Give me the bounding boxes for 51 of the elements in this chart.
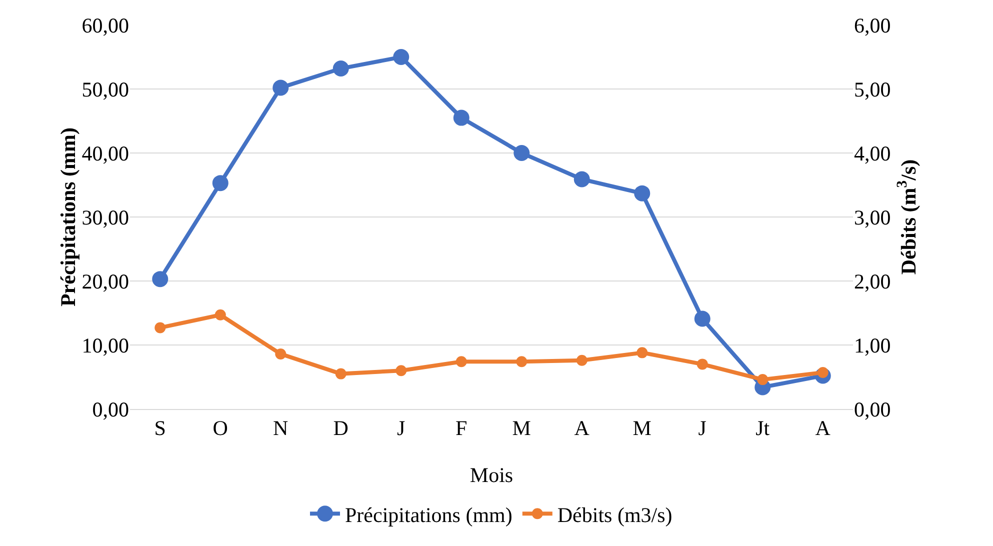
point [514,145,530,161]
y-tick-label: 50,00 [82,77,129,102]
x-tick-label: A [815,416,832,440]
x-axis-title: Mois [470,463,514,487]
x-tick-label: O [212,416,228,440]
y-tick-label: 0,00 [92,397,129,422]
point [332,60,349,77]
point [214,309,226,320]
y-tick-label: 30,00 [82,205,129,230]
point [576,354,588,366]
point [275,348,286,360]
y-tick-label: 40,00 [82,141,129,166]
y2-tick-label: 4,00 [854,141,891,166]
x-tick-label: Jt [756,416,770,440]
x-tick-label: J [397,416,406,440]
x-tick-label: J [698,416,706,440]
y-tick-label: 10,00 [82,333,129,358]
x-tick-label: S [154,416,166,440]
y-tick-label: 60,00 [82,13,129,38]
y-axis-title: Précipitations (mm) [56,127,80,307]
point [272,80,289,96]
point [634,185,650,202]
point [574,171,590,188]
point [335,368,346,380]
legend-label: Précipitations (mm) [345,502,512,527]
x-tick-label: F [456,416,468,440]
point [396,365,407,376]
point [516,356,528,368]
y2-tick-label: 5,00 [854,77,891,102]
legend-label: Débits (m3/s) [557,502,672,527]
point [453,110,470,126]
point [757,374,768,386]
point [456,356,467,368]
x-tick-label: M [632,416,652,440]
x-tick-label: N [273,416,288,440]
point [152,271,168,288]
y2-tick-label: 1,00 [854,333,891,358]
point [696,358,708,370]
point [636,347,648,358]
x-tick-label: M [512,416,532,440]
y2-tick-label: 0,00 [854,397,891,422]
point [393,49,410,65]
x-tick-label: D [333,416,348,440]
point [694,310,710,327]
y2-tick-label: 6,00 [854,13,891,38]
y2-tick-label: 3,00 [854,205,891,230]
point [154,322,166,334]
y-tick-label: 20,00 [82,269,129,294]
point [212,175,228,192]
y2-tick-label: 2,00 [854,269,891,294]
x-tick-label: A [574,416,590,440]
